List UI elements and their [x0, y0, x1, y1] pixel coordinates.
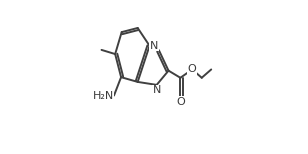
Text: H₂N: H₂N [93, 91, 114, 101]
Text: N: N [150, 41, 159, 51]
Text: O: O [176, 97, 185, 107]
Text: O: O [188, 65, 197, 75]
Text: N: N [152, 85, 161, 95]
